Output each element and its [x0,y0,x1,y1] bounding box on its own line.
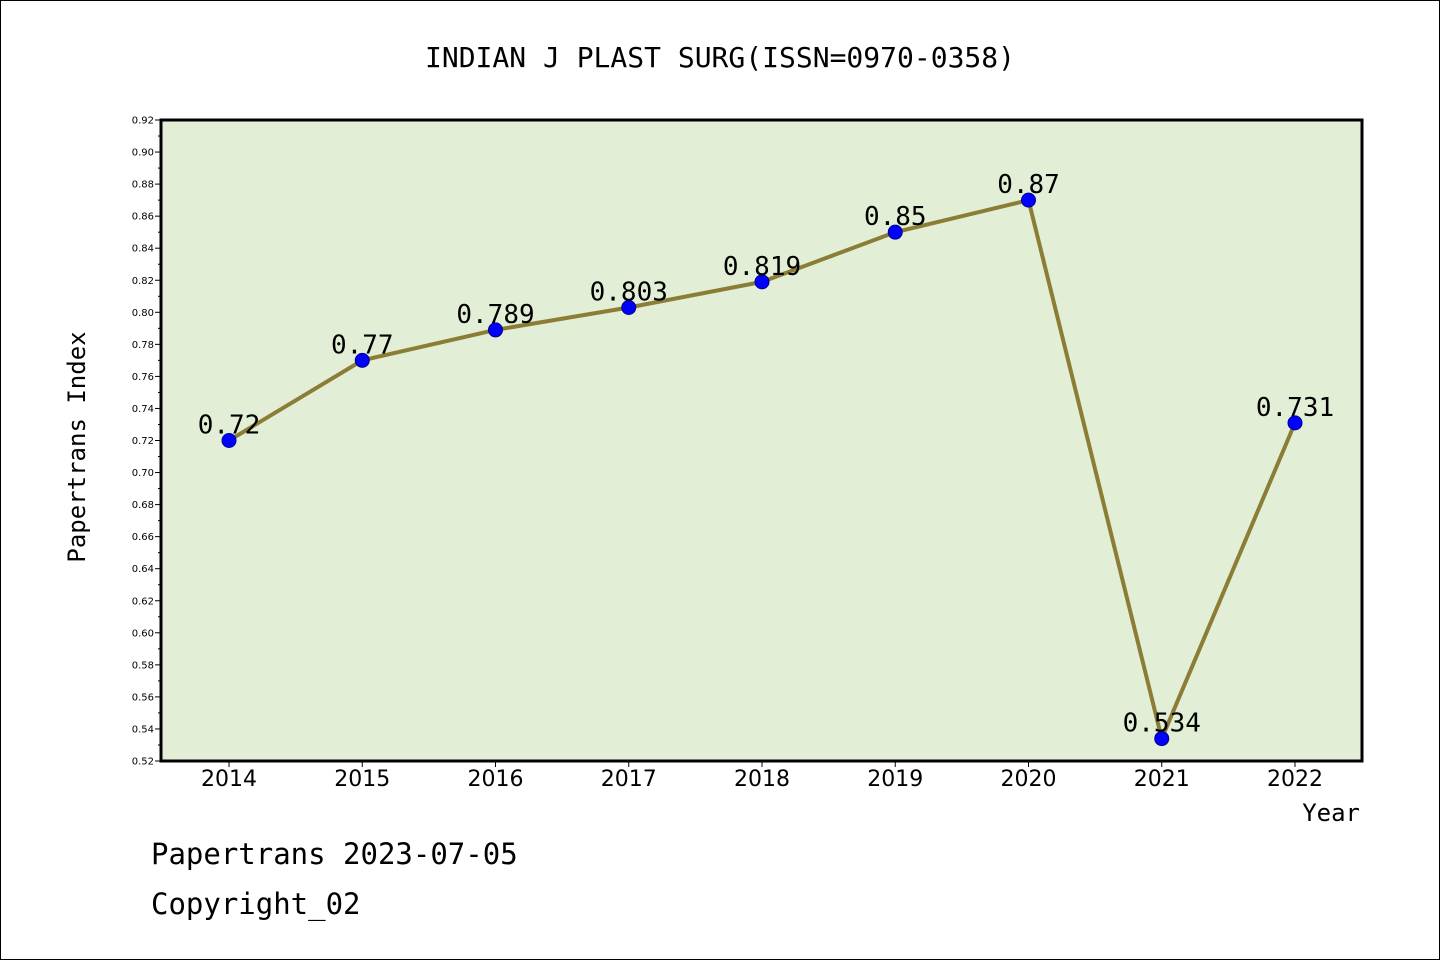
y-tick-label: 0.92 [132,116,154,127]
y-tick-label: 0.90 [132,148,154,159]
data-label: 0.803 [590,277,668,307]
data-label: 0.534 [1123,709,1201,739]
y-tick-label: 0.78 [132,340,154,351]
data-point [887,224,903,240]
y-tick-label: 0.84 [132,244,154,255]
x-axis: 2014 2015 2016 2017 2018 2019 2020 2021 2022 [201,761,1323,792]
x-tick-label: 2016 [468,767,524,792]
y-tick-label: 0.60 [132,628,154,639]
data-label: 0.731 [1256,393,1334,423]
y-tick-label: 0.68 [132,500,154,511]
y-tick-label: 0.74 [132,404,154,415]
data-label: 0.87 [997,170,1060,200]
series-papertrans-index: 0.72 0.77 0.789 0.803 0.819 0.85 0.87 0.534 0.73… [198,170,1334,747]
x-axis-label: Year [1302,799,1360,827]
y-tick-label: 0.54 [132,724,154,735]
y-tick-label: 0.52 [132,757,154,768]
data-point [488,322,503,338]
data-point [1287,415,1303,431]
y-tick-label: 0.72 [132,436,154,447]
y-tick-label: 0.88 [132,180,154,191]
x-tick-label: 2014 [201,767,257,792]
x-tick-label: 2017 [601,767,657,792]
data-label: 0.819 [723,252,801,282]
y-tick-label: 0.58 [132,660,154,671]
y-tick-label: 0.86 [132,212,154,223]
chart-title: INDIAN J PLAST SURG(ISSN=0970-0358) [425,41,1015,74]
y-axis: 0.52 0.54 0.56 0.58 0.60 0.62 0.64 0.66 0.68 0.70… [132,116,161,768]
y-tick-label: 0.64 [132,564,154,575]
data-label: 0.789 [456,300,534,330]
footer-copyright: Copyright_02 [151,887,361,921]
data-point [1021,192,1036,208]
data-point [221,433,237,448]
y-tick-label: 0.70 [132,468,154,479]
y-tick-label: 0.62 [132,596,154,607]
y-tick-label: 0.56 [132,692,154,703]
x-tick-label: 2015 [334,767,390,792]
footer-date: Papertrans 2023-07-05 [151,837,518,871]
data-point [754,274,770,290]
x-tick-label: 2022 [1267,767,1323,792]
y-tick-label: 0.82 [132,276,154,287]
x-tick-label: 2020 [1001,767,1057,792]
y-tick-label: 0.80 [132,308,154,319]
data-point [621,299,637,315]
x-tick-label: 2018 [734,767,790,792]
x-tick-label: 2019 [867,767,923,792]
x-tick-label: 2021 [1134,767,1190,792]
data-point [1154,731,1170,747]
y-tick-label: 0.66 [132,532,154,543]
y-tick-label: 0.76 [132,372,154,383]
data-label: 0.85 [864,202,927,232]
plot-area [159,118,1364,763]
data-label: 0.72 [198,411,261,441]
y-axis-label: Papertrans Index [63,331,91,562]
data-point [354,352,370,368]
data-label: 0.77 [331,330,394,360]
